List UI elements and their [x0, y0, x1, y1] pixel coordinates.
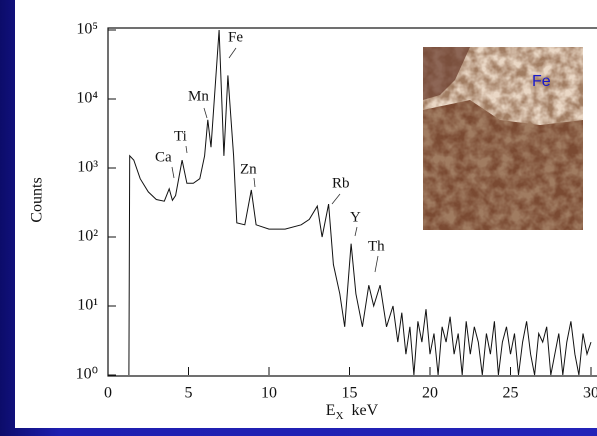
annotation: Th [368, 238, 385, 254]
y-axis-label: Counts [29, 177, 46, 222]
inset-label: Fe [532, 73, 551, 90]
y-tick-label: 10¹ [77, 297, 98, 314]
x-tick-label: 0 [104, 385, 112, 402]
annotation: Zn [240, 161, 257, 177]
annotation: Mn [188, 88, 209, 104]
x-tick-label: 15 [342, 385, 358, 402]
inset-image: Fe [423, 47, 583, 230]
y-tick-label: 10⁴ [76, 90, 98, 107]
annotation: Y [350, 209, 361, 225]
x-label-unit: keV [352, 402, 379, 419]
annotation: Ca [155, 149, 172, 165]
y-tick-label: 10⁰ [76, 366, 98, 383]
annotation: Fe [228, 29, 243, 45]
x-tick-label: 10 [261, 385, 277, 402]
y-tick-label: 10⁵ [76, 21, 98, 38]
annotation: Rb [332, 175, 350, 191]
y-tick-label: 10² [77, 228, 98, 245]
x-label-main: E [326, 402, 336, 419]
x-tick-label: 20 [422, 385, 438, 402]
chart: Fe Counts EXkeV Ca Ti Mn Fe Zn Rb Y Th 0… [0, 0, 597, 436]
x-tick-label: 25 [503, 385, 519, 402]
x-tick-label: 5 [185, 385, 193, 402]
x-tick-label: 30 [583, 385, 597, 402]
annotation: Ti [174, 128, 187, 144]
y-tick-label: 10³ [77, 159, 98, 176]
page: Fe Counts EXkeV Ca Ti Mn Fe Zn Rb Y Th 0… [0, 0, 597, 436]
x-label-sub: X [336, 410, 344, 422]
